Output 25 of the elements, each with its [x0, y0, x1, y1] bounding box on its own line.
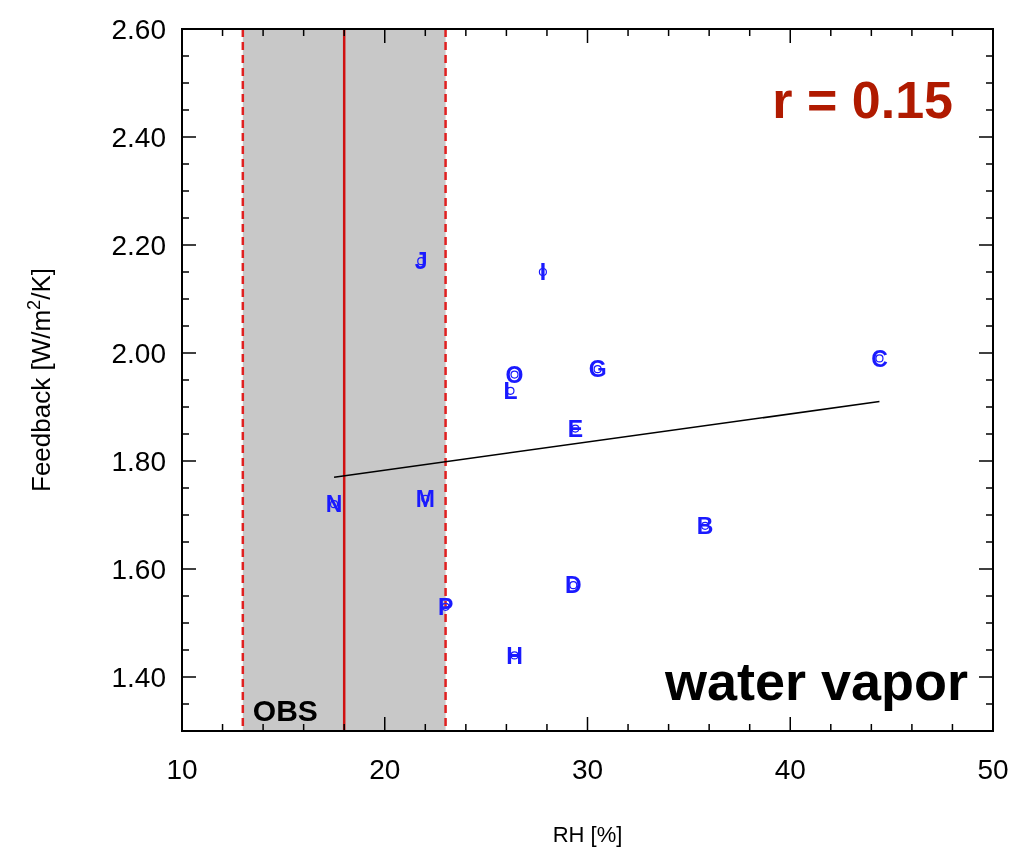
x-tick-label: 30 [571, 754, 604, 785]
y-tick-label: 1.60 [111, 553, 166, 585]
series-label: D [564, 572, 582, 599]
series-label: I [539, 259, 547, 286]
y-tick-label: 2.20 [111, 229, 166, 261]
x-tick-label: 10 [166, 754, 198, 785]
x-tick-label: 50 [977, 754, 1009, 785]
series-label: C [871, 345, 888, 372]
series-label: G [588, 356, 607, 383]
series-label: B [696, 513, 714, 540]
y-tick-label: 2.40 [111, 121, 166, 153]
x-axis-title: RH [%] [552, 822, 623, 847]
x-tick-label: 40 [774, 754, 806, 785]
series-label: M [415, 486, 435, 513]
y-tick-label: 1.80 [111, 445, 166, 477]
series-label: N [325, 491, 343, 518]
x-tick-label: 20 [369, 754, 401, 785]
band-label: OBS [252, 694, 318, 727]
series-label: P [437, 594, 454, 621]
annotation: r = 0.15 [772, 71, 953, 129]
y-tick-label: 1.40 [111, 661, 166, 693]
series-label: E [567, 415, 584, 442]
y-tick-label: 2.60 [111, 13, 166, 45]
y-tick-label: 2.00 [111, 337, 166, 369]
annotation: water vapor [663, 651, 968, 711]
